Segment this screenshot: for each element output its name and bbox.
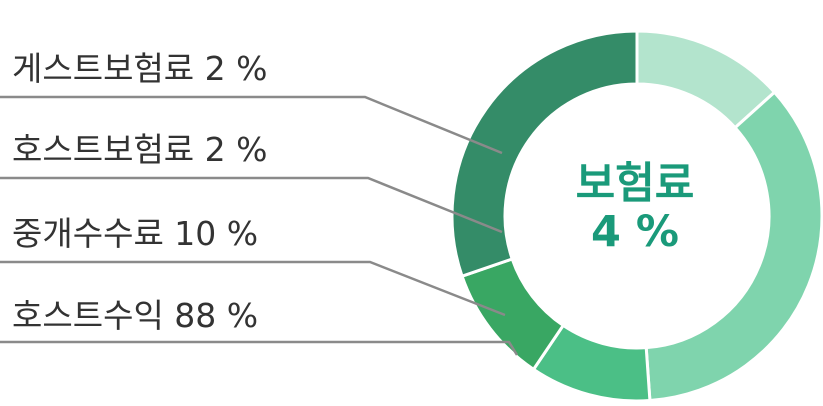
ring-segment-2 — [644, 90, 823, 403]
legend-label-guest-insurance: 게스트보험료 2 % — [12, 49, 268, 88]
center-title: 보험료 — [575, 159, 695, 209]
leader-line-3 — [0, 260, 506, 317]
ring-segment-5 — [450, 29, 639, 279]
legend-label-host-insurance: 호스트보험료 2 % — [12, 130, 268, 169]
leader-line-2 — [0, 176, 503, 234]
legend-label-brokerage-fee: 중개수수료 10 % — [12, 214, 259, 253]
legend-label-host-revenue: 호스트수익 88 % — [12, 296, 259, 335]
leader-line-1 — [0, 95, 503, 155]
center-label: 보험료 4 % — [540, 160, 730, 256]
leader-line-4 — [0, 340, 519, 356]
center-value: 4 % — [591, 207, 679, 258]
